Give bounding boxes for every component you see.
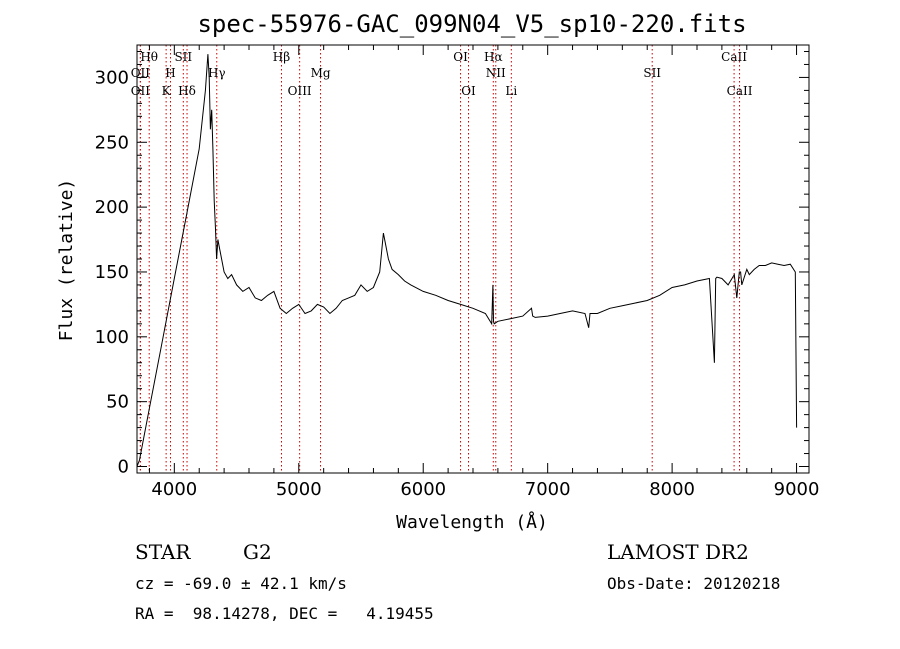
- spectral-line-label: OI: [461, 84, 476, 98]
- spectral-line-label: OII: [131, 84, 151, 98]
- chart-title: spec-55976-GAC_099N04_V5_sp10-220.fits: [197, 10, 746, 38]
- x-tick-label: 9000: [774, 479, 820, 500]
- x-tick-label: 5000: [276, 479, 322, 500]
- x-tick-label: 4000: [151, 479, 197, 500]
- spectrum-line: [136, 54, 798, 467]
- axis-ticks: 4000 5000 6000 7000 8000 9000 0 50 100 150 200 250 3…: [95, 45, 820, 500]
- x-axis-label: Wavelength (Å): [396, 511, 548, 533]
- survey-name: LAMOST DR2: [607, 540, 749, 564]
- spectral-line-label: Hγ: [208, 66, 226, 80]
- plot-frame: [136, 44, 810, 474]
- spectral-line-label: Li: [505, 84, 517, 98]
- y-tick-label: 250: [95, 132, 129, 153]
- spectral-line-label: OIII: [288, 84, 312, 98]
- y-tick-label: 0: [118, 457, 129, 478]
- spectral-line-label: Hα: [484, 50, 503, 64]
- y-tick-label: 150: [95, 262, 129, 283]
- spectral-line-label: NII: [486, 66, 506, 80]
- spectral-line-label: SII: [643, 66, 661, 80]
- object-subclass: G2: [243, 540, 272, 564]
- y-tick-label: 300: [95, 67, 129, 88]
- x-tick-label: 8000: [649, 479, 695, 500]
- spectrum-series: [136, 54, 798, 467]
- spectral-line-label: K: [162, 84, 172, 98]
- spectral-line-label: Hθ: [140, 50, 158, 64]
- x-tick-label: 7000: [525, 479, 571, 500]
- spectral-line-label: Hδ: [178, 84, 196, 98]
- object-class: STAR: [135, 540, 191, 564]
- spectral-line-label: SII: [174, 50, 192, 64]
- coordinates: RA = 98.14278, DEC = 4.19455: [135, 604, 434, 623]
- y-tick-label: 100: [95, 327, 129, 348]
- spectral-line-label: Hβ: [273, 50, 290, 64]
- x-tick-label: 6000: [400, 479, 446, 500]
- redshift-cz: cz = -69.0 ± 42.1 km/s: [135, 574, 347, 593]
- spectral-line-label: CaII: [727, 84, 753, 98]
- spectral-line-label: Mg: [311, 66, 331, 80]
- observation-date: Obs-Date: 20120218: [607, 574, 781, 593]
- spectral-line-label: OI: [453, 50, 468, 64]
- spectral-line-label: CaII: [721, 50, 747, 64]
- y-tick-label: 200: [95, 197, 129, 218]
- spectral-line-label: H: [165, 66, 175, 80]
- y-axis-label: Flux (relative): [56, 179, 77, 342]
- y-tick-label: 50: [106, 392, 129, 413]
